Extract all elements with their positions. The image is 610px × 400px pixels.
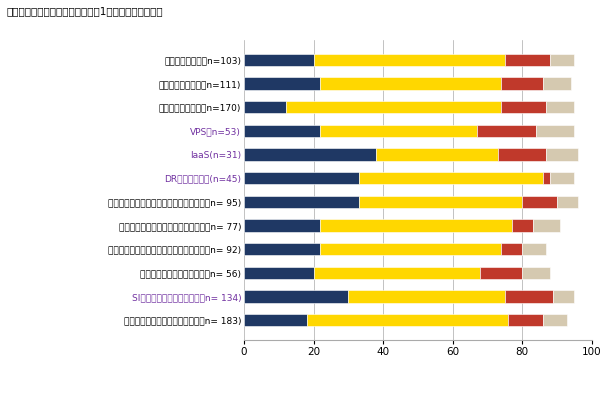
Bar — [359, 172, 543, 184]
Bar — [244, 314, 307, 326]
Bar — [553, 290, 574, 303]
Bar — [522, 196, 557, 208]
Bar — [543, 314, 567, 326]
Bar — [244, 77, 320, 90]
Bar — [512, 219, 533, 232]
Bar — [359, 196, 522, 208]
Bar — [244, 148, 376, 161]
Bar — [547, 148, 578, 161]
Bar — [543, 77, 571, 90]
Bar — [543, 172, 550, 184]
Bar — [314, 54, 504, 66]
Bar — [550, 54, 574, 66]
Bar — [244, 196, 359, 208]
Bar — [498, 148, 547, 161]
Bar — [244, 290, 348, 303]
Bar — [376, 148, 498, 161]
Bar — [547, 101, 575, 113]
Bar — [244, 243, 320, 255]
Bar — [285, 101, 501, 113]
Bar — [481, 267, 522, 279]
Bar — [244, 54, 314, 66]
Bar — [320, 219, 512, 232]
Bar — [244, 219, 320, 232]
Bar — [320, 243, 501, 255]
Bar — [508, 314, 543, 326]
Bar — [307, 314, 508, 326]
Bar — [505, 290, 553, 303]
Bar — [314, 267, 481, 279]
Bar — [501, 101, 547, 113]
Bar — [320, 125, 477, 137]
Bar — [522, 267, 550, 279]
Bar — [244, 267, 314, 279]
Bar — [533, 219, 561, 232]
Bar — [244, 125, 320, 137]
Bar — [501, 77, 543, 90]
Bar — [244, 101, 285, 113]
Bar — [320, 77, 501, 90]
Bar — [550, 172, 574, 184]
Bar — [522, 243, 547, 255]
Bar — [557, 196, 578, 208]
Bar — [536, 125, 574, 137]
Bar — [477, 125, 536, 137]
Bar — [348, 290, 505, 303]
Text: マネージドサービスにおける今後1年間の予算額増減率: マネージドサービスにおける今後1年間の予算額増減率 — [6, 6, 163, 16]
Bar — [505, 54, 550, 66]
Bar — [501, 243, 522, 255]
Bar — [244, 172, 359, 184]
